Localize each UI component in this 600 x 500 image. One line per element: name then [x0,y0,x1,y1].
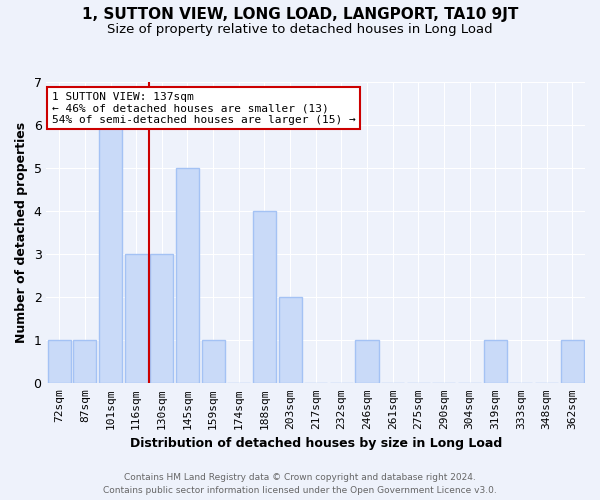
Text: 1 SUTTON VIEW: 137sqm
← 46% of detached houses are smaller (13)
54% of semi-deta: 1 SUTTON VIEW: 137sqm ← 46% of detached … [52,92,356,124]
Bar [47,340,71,384]
X-axis label: Distribution of detached houses by size in Long Load: Distribution of detached houses by size … [130,437,502,450]
Bar [150,254,173,384]
Bar [125,254,148,384]
Text: Contains HM Land Registry data © Crown copyright and database right 2024.
Contai: Contains HM Land Registry data © Crown c… [103,473,497,495]
Bar [99,126,122,384]
Text: 1, SUTTON VIEW, LONG LOAD, LANGPORT, TA10 9JT: 1, SUTTON VIEW, LONG LOAD, LANGPORT, TA1… [82,8,518,22]
Bar [278,298,302,384]
Bar [73,340,97,384]
Text: Size of property relative to detached houses in Long Load: Size of property relative to detached ho… [107,22,493,36]
Bar [253,212,276,384]
Y-axis label: Number of detached properties: Number of detached properties [15,122,28,344]
Bar [560,340,584,384]
Bar [176,168,199,384]
Bar [355,340,379,384]
Bar [484,340,507,384]
Bar [202,340,224,384]
